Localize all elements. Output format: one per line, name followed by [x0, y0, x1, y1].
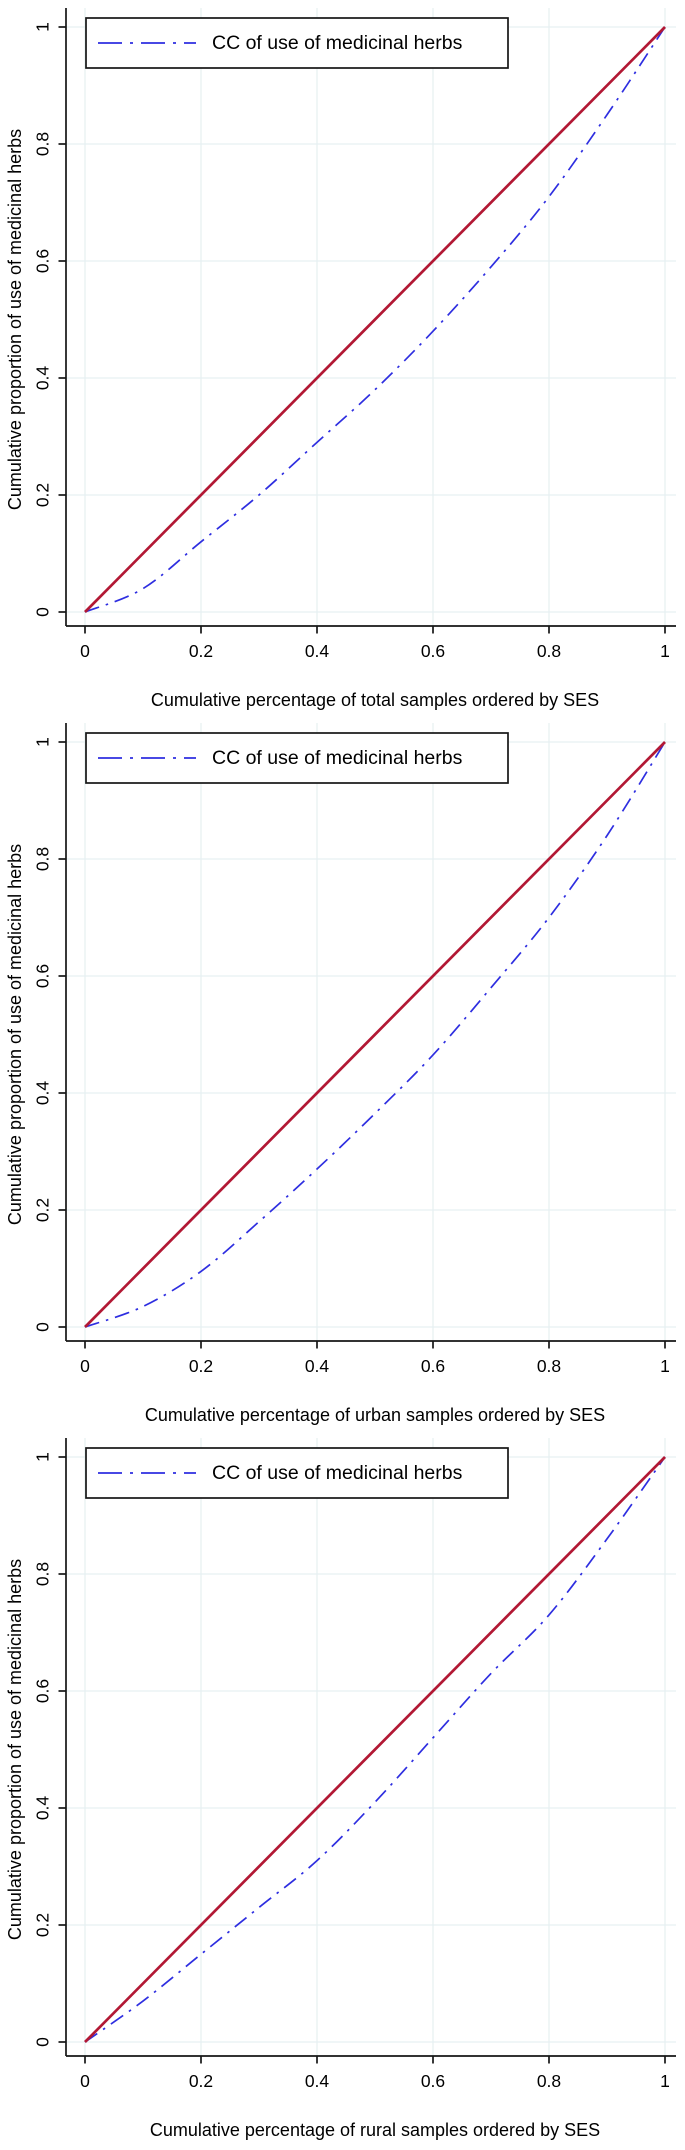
equality-line	[84, 26, 666, 613]
y-tick-label: 1	[33, 1452, 53, 1462]
x-tick-label: 0.4	[305, 1356, 330, 1376]
x-tick-label: 1	[660, 641, 670, 661]
y-tick-label: 0	[33, 1322, 53, 1332]
x-tick-label: 0.4	[305, 2071, 330, 2091]
cc-curve	[84, 26, 666, 613]
x-tick-label: 0	[80, 641, 90, 661]
y-tick-label: 0.6	[33, 249, 53, 273]
cc-curve	[84, 741, 666, 1328]
x-tick-label: 1	[660, 2071, 670, 2091]
plot-background	[0, 715, 685, 1430]
legend-label: CC of use of medicinal herbs	[212, 32, 463, 54]
x-tick-label: 0.6	[421, 2071, 445, 2091]
chart-panel-total-samples: 0 0.2 0.4 0.6 0.8 1 0 0.2 0.4 0.6 0.8 1 Cumulative p…	[0, 0, 685, 715]
x-tick-label: 1	[660, 1356, 670, 1376]
equality-line	[84, 1456, 666, 2043]
plot-background	[0, 0, 685, 715]
x-tick-label: 0	[80, 1356, 90, 1376]
x-tick-label: 0	[80, 2071, 90, 2091]
chart-panel-rural-samples: 0 0.2 0.4 0.6 0.8 1 0 0.2 0.4 0.6 0.8 1 Cumulative p…	[0, 1430, 685, 2145]
x-tick-label: 0.8	[537, 1356, 561, 1376]
x-tick-label: 0.6	[421, 641, 445, 661]
y-tick-label: 0.4	[33, 1796, 53, 1821]
y-tick-label: 0.6	[33, 1679, 53, 1703]
y-tick-label: 0.2	[33, 1913, 53, 1937]
x-tick-label: 0.2	[189, 2071, 213, 2091]
cc-curve	[84, 1456, 666, 2043]
legend-label: CC of use of medicinal herbs	[212, 747, 463, 769]
x-axis-title: Cumulative percentage of urban samples o…	[145, 1405, 605, 1425]
y-tick-label: 0.2	[33, 1198, 53, 1222]
x-tick-label: 0.6	[421, 1356, 445, 1376]
y-tick-label: 0.8	[33, 847, 53, 871]
chart-canvas: 0 0.2 0.4 0.6 0.8 1 0 0.2 0.4 0.6 0.8 1 Cumulative p…	[0, 0, 685, 715]
y-axis-title: Cumulative proportion of use of medicina…	[5, 129, 25, 510]
x-tick-label: 0.4	[305, 641, 330, 661]
y-axis-title: Cumulative proportion of use of medicina…	[5, 844, 25, 1225]
y-axis-title: Cumulative proportion of use of medicina…	[5, 1559, 25, 1940]
y-tick-label: 0.4	[33, 1081, 53, 1106]
plot-background	[0, 1430, 685, 2145]
y-tick-label: 0.4	[33, 366, 53, 391]
x-tick-label: 0.2	[189, 641, 213, 661]
x-tick-label: 0.2	[189, 1356, 213, 1376]
legend-label: CC of use of medicinal herbs	[212, 1462, 463, 1484]
y-tick-label: 0.2	[33, 483, 53, 507]
x-tick-label: 0.8	[537, 2071, 561, 2091]
chart-canvas: 0 0.2 0.4 0.6 0.8 1 0 0.2 0.4 0.6 0.8 1 Cumulative p…	[0, 715, 685, 1430]
chart-panel-urban-samples: 0 0.2 0.4 0.6 0.8 1 0 0.2 0.4 0.6 0.8 1 Cumulative p…	[0, 715, 685, 1430]
y-tick-label: 0.8	[33, 1562, 53, 1586]
chart-canvas: 0 0.2 0.4 0.6 0.8 1 0 0.2 0.4 0.6 0.8 1 Cumulative p…	[0, 1430, 685, 2145]
equality-line	[84, 741, 666, 1328]
x-axis-title: Cumulative percentage of total samples o…	[151, 690, 599, 710]
x-tick-label: 0.8	[537, 641, 561, 661]
y-tick-label: 0	[33, 2037, 53, 2047]
x-axis-title: Cumulative percentage of rural samples o…	[150, 2120, 600, 2140]
y-tick-label: 0.8	[33, 132, 53, 156]
y-tick-label: 1	[33, 22, 53, 32]
y-tick-label: 0	[33, 607, 53, 617]
y-tick-label: 0.6	[33, 964, 53, 988]
y-tick-label: 1	[33, 737, 53, 747]
